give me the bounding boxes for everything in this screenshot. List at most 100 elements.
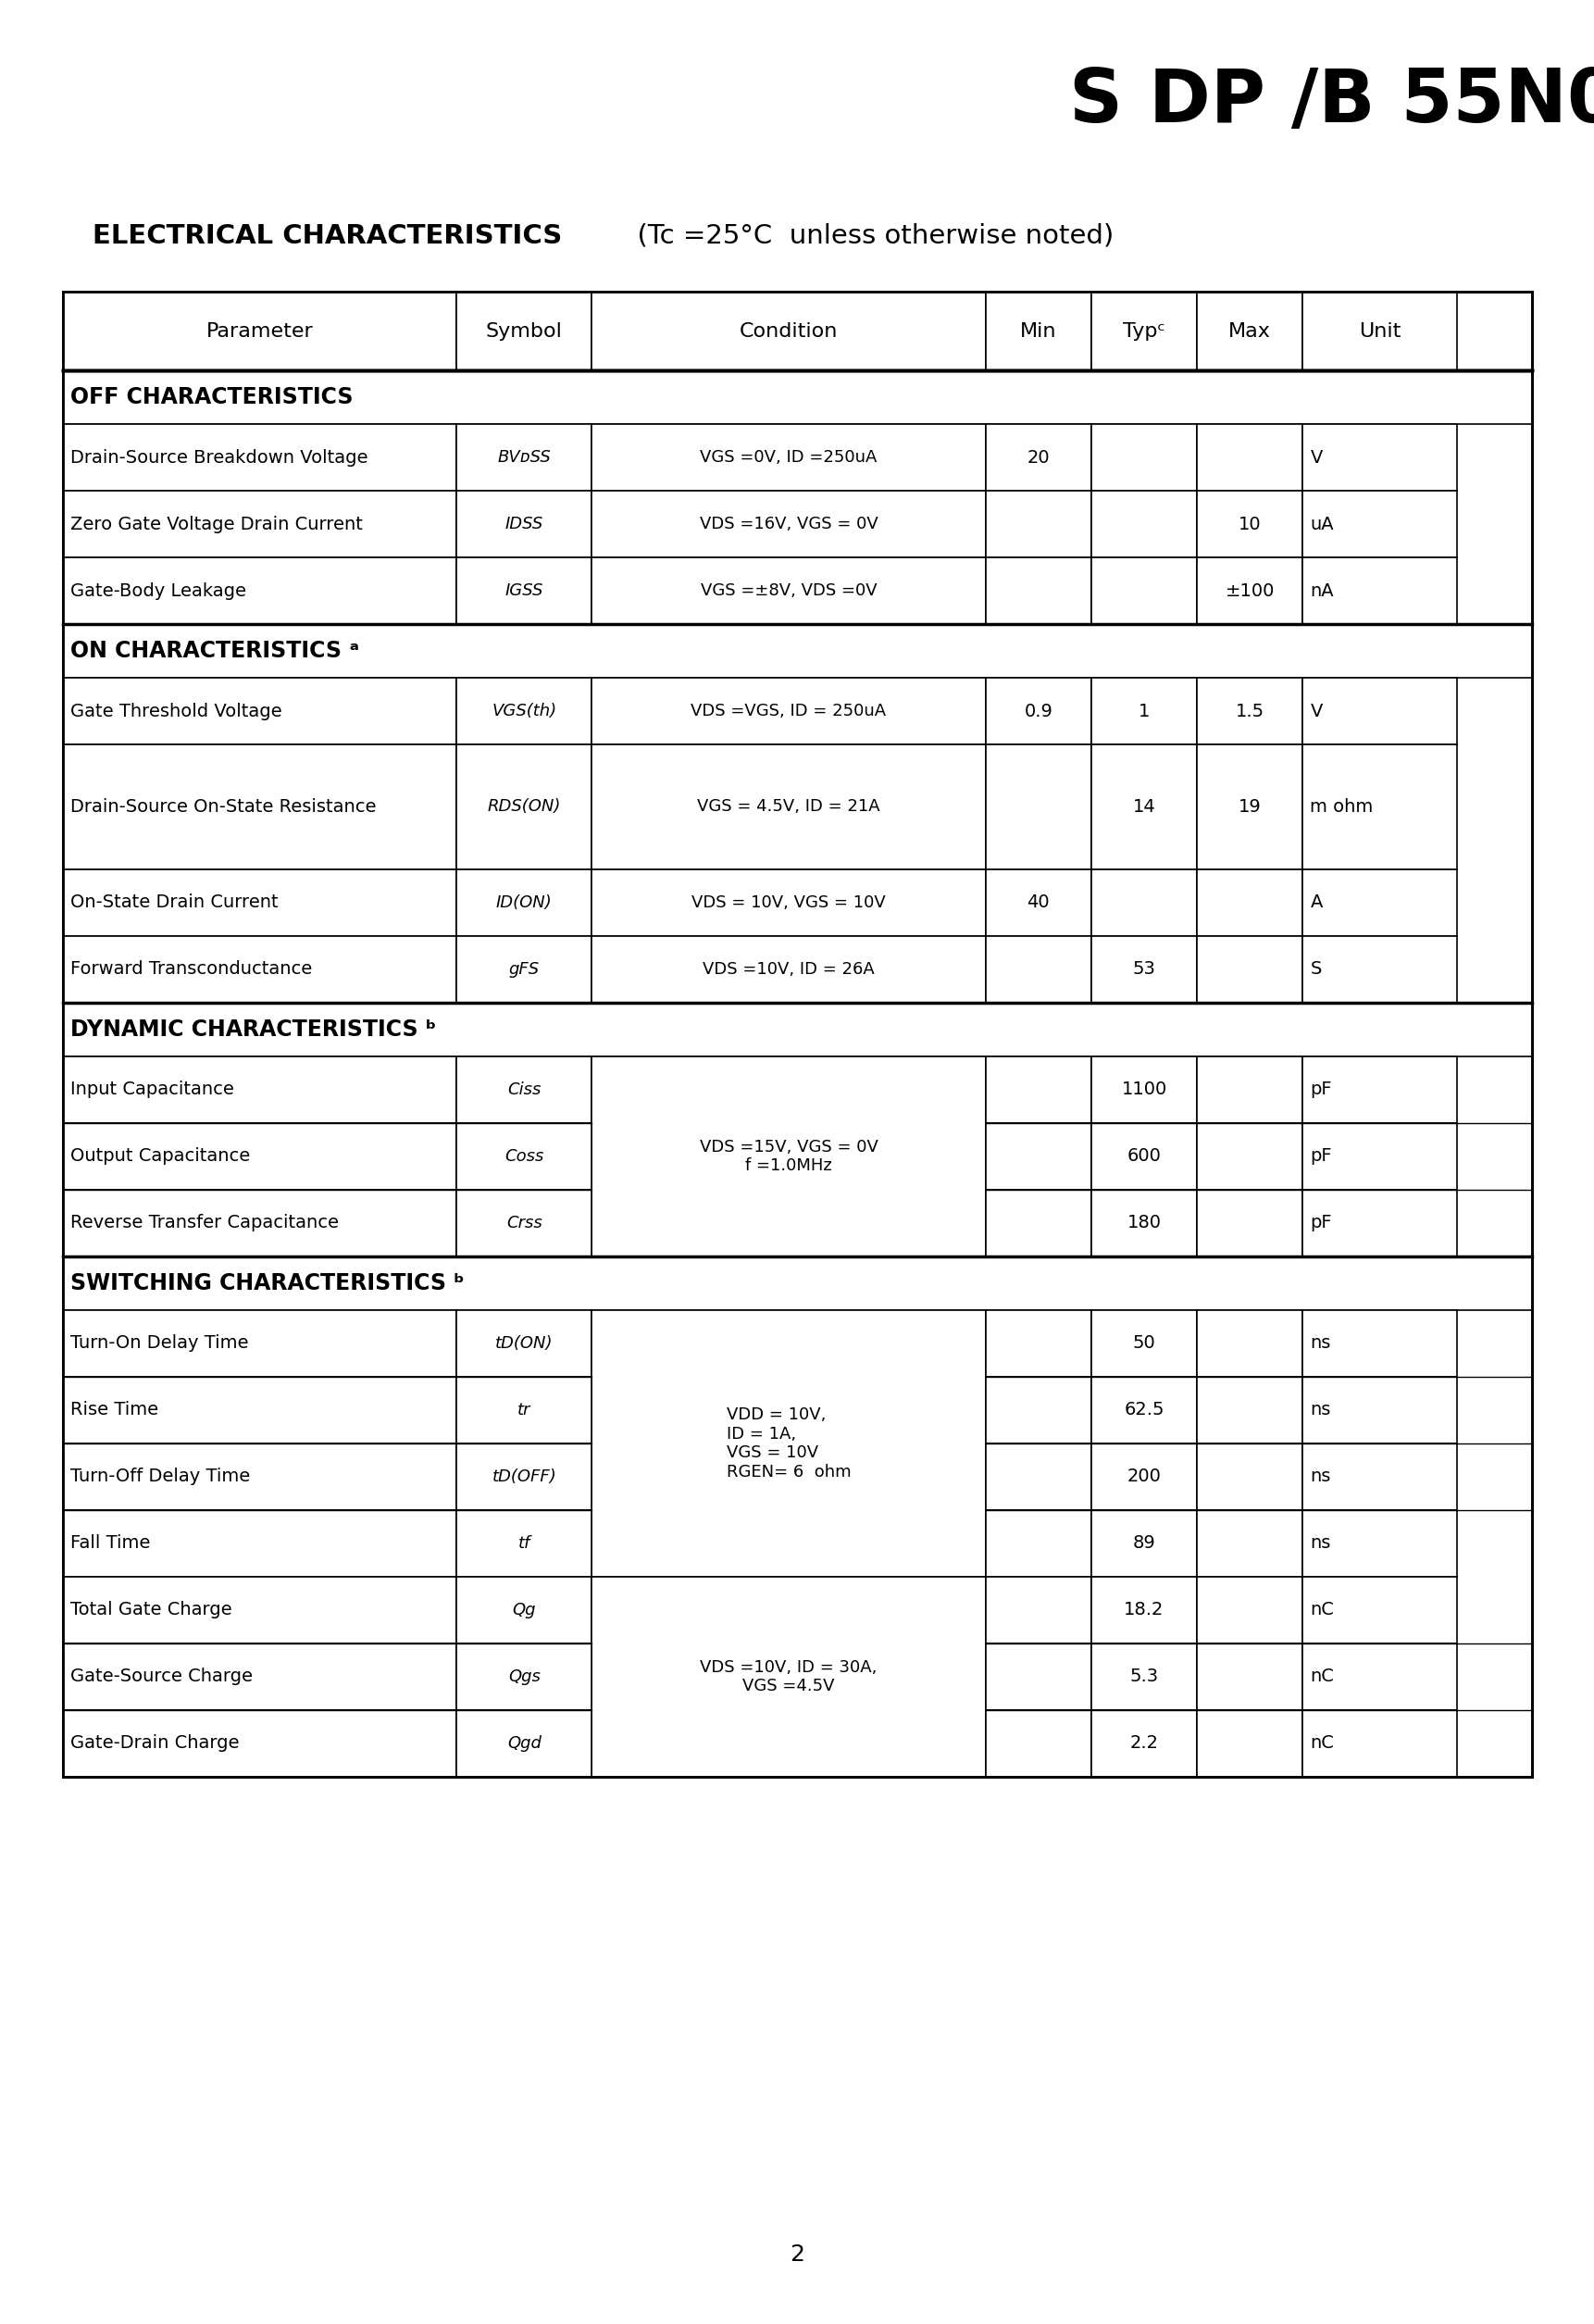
- Bar: [1302, 558, 1457, 625]
- Text: Total Gate Charge: Total Gate Charge: [70, 1601, 233, 1620]
- Bar: [62, 490, 456, 558]
- Text: 1: 1: [1138, 702, 1149, 720]
- Bar: [456, 1643, 591, 1710]
- Bar: [456, 937, 591, 1002]
- Bar: [591, 679, 985, 744]
- Text: 2.2: 2.2: [1130, 1734, 1159, 1752]
- Bar: [1302, 1376, 1457, 1443]
- Text: 14: 14: [1133, 797, 1156, 816]
- Text: DYNAMIC CHARACTERISTICS ᵇ: DYNAMIC CHARACTERISTICS ᵇ: [70, 1018, 437, 1041]
- Text: Coss: Coss: [505, 1148, 544, 1164]
- Bar: [1197, 1576, 1302, 1643]
- Bar: [456, 679, 591, 744]
- Bar: [985, 1122, 1092, 1190]
- Text: VDS =10V, ID = 30A,
VGS =4.5V: VDS =10V, ID = 30A, VGS =4.5V: [700, 1659, 877, 1694]
- Bar: [985, 558, 1092, 625]
- Bar: [1302, 679, 1457, 744]
- Bar: [1302, 1122, 1457, 1190]
- Text: tr: tr: [518, 1401, 531, 1418]
- Bar: [62, 869, 456, 937]
- Text: m ohm: m ohm: [1310, 797, 1374, 816]
- Text: pF: pF: [1310, 1081, 1333, 1099]
- Text: VGS =±8V, VDS =0V: VGS =±8V, VDS =0V: [700, 583, 877, 600]
- Text: Gate-Source Charge: Gate-Source Charge: [70, 1669, 253, 1685]
- Bar: [62, 290, 1532, 1778]
- Text: Reverse Transfer Capacitance: Reverse Transfer Capacitance: [70, 1215, 340, 1232]
- Bar: [1197, 1311, 1302, 1376]
- Text: 600: 600: [1127, 1148, 1160, 1164]
- Bar: [456, 1122, 591, 1190]
- Bar: [1302, 1576, 1457, 1643]
- Bar: [62, 370, 1532, 423]
- Bar: [985, 679, 1092, 744]
- Text: Unit: Unit: [1360, 321, 1401, 339]
- Bar: [1302, 490, 1457, 558]
- Bar: [1092, 490, 1197, 558]
- Text: 200: 200: [1127, 1469, 1160, 1485]
- Bar: [1302, 744, 1457, 869]
- Bar: [1092, 1376, 1197, 1443]
- Text: Rise Time: Rise Time: [70, 1401, 158, 1420]
- Bar: [456, 1311, 591, 1376]
- Bar: [1302, 1643, 1457, 1710]
- Text: Turn-Off Delay Time: Turn-Off Delay Time: [70, 1469, 250, 1485]
- Text: Zero Gate Voltage Drain Current: Zero Gate Voltage Drain Current: [70, 516, 363, 532]
- Text: Condition: Condition: [740, 321, 838, 339]
- Text: ns: ns: [1310, 1469, 1331, 1485]
- Bar: [1302, 290, 1457, 370]
- Bar: [591, 423, 985, 490]
- Text: VGS(th): VGS(th): [493, 702, 556, 720]
- Text: 18.2: 18.2: [1124, 1601, 1164, 1620]
- Text: 53: 53: [1133, 960, 1156, 978]
- Text: Ciss: Ciss: [507, 1081, 540, 1099]
- Bar: [456, 744, 591, 869]
- Bar: [591, 1311, 985, 1576]
- Bar: [591, 290, 985, 370]
- Text: Min: Min: [1020, 321, 1057, 339]
- Text: Typᶜ: Typᶜ: [1124, 321, 1165, 339]
- Bar: [62, 937, 456, 1002]
- Bar: [591, 744, 985, 869]
- Bar: [985, 1443, 1092, 1511]
- Text: OFF CHARACTERISTICS: OFF CHARACTERISTICS: [70, 386, 354, 409]
- Bar: [456, 1511, 591, 1576]
- Bar: [1302, 1190, 1457, 1257]
- Text: SWITCHING CHARACTERISTICS ᵇ: SWITCHING CHARACTERISTICS ᵇ: [70, 1271, 464, 1294]
- Text: tD(OFF): tD(OFF): [493, 1469, 556, 1485]
- Text: 20: 20: [1027, 449, 1050, 467]
- Text: RDS(ON): RDS(ON): [488, 799, 561, 816]
- Text: Drain-Source On-State Resistance: Drain-Source On-State Resistance: [70, 797, 376, 816]
- Bar: [1302, 1311, 1457, 1376]
- Text: ID(ON): ID(ON): [496, 895, 553, 911]
- Bar: [62, 1710, 456, 1778]
- Bar: [1092, 1190, 1197, 1257]
- Text: ns: ns: [1310, 1534, 1331, 1552]
- Bar: [456, 490, 591, 558]
- Bar: [62, 558, 456, 625]
- Bar: [985, 290, 1092, 370]
- Bar: [456, 1376, 591, 1443]
- Bar: [591, 490, 985, 558]
- Text: VGS =0V, ID =250uA: VGS =0V, ID =250uA: [700, 449, 877, 465]
- Text: A: A: [1310, 895, 1323, 911]
- Bar: [985, 1576, 1092, 1643]
- Bar: [1197, 1376, 1302, 1443]
- Text: 1.5: 1.5: [1235, 702, 1264, 720]
- Bar: [985, 1376, 1092, 1443]
- Bar: [985, 1190, 1092, 1257]
- Text: nA: nA: [1310, 581, 1334, 600]
- Text: Fall Time: Fall Time: [70, 1534, 150, 1552]
- Text: tf: tf: [518, 1536, 531, 1552]
- Text: BVᴅSS: BVᴅSS: [497, 449, 552, 465]
- Text: On-State Drain Current: On-State Drain Current: [70, 895, 279, 911]
- Text: nC: nC: [1310, 1669, 1334, 1685]
- Bar: [1197, 558, 1302, 625]
- Text: Forward Transconductance: Forward Transconductance: [70, 960, 312, 978]
- Bar: [1302, 1057, 1457, 1122]
- Text: Gate-Body Leakage: Gate-Body Leakage: [70, 581, 245, 600]
- Bar: [985, 423, 1092, 490]
- Bar: [591, 1576, 985, 1778]
- Bar: [591, 1057, 985, 1257]
- Text: (Tc =25°C  unless otherwise noted): (Tc =25°C unless otherwise noted): [620, 223, 1114, 249]
- Bar: [985, 744, 1092, 869]
